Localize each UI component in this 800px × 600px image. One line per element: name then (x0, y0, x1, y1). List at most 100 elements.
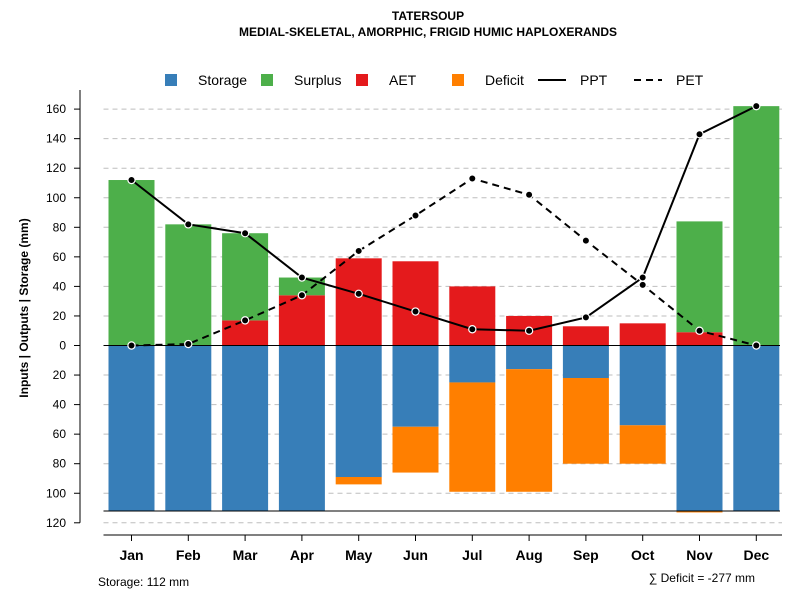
y-tick-label: 20 (53, 368, 67, 382)
pet-point (411, 211, 420, 220)
y-tick-label: 140 (46, 132, 66, 146)
x-tick-label-dec: Dec (743, 547, 769, 563)
pet-point (184, 339, 193, 349)
pet-point (297, 291, 307, 300)
x-tick-label-aug: Aug (515, 547, 542, 563)
bar-surplus (222, 233, 269, 321)
x-tick-label-jun: Jun (403, 547, 428, 563)
bar-storage (335, 345, 382, 477)
bar-storage (562, 345, 609, 379)
legend-label-surplus: Surplus (294, 72, 341, 88)
bar-aet (562, 326, 609, 346)
bar-aet (619, 323, 666, 346)
legend-label-pet: PET (676, 72, 704, 88)
x-tick-label-jul: Jul (462, 547, 482, 563)
bar-deficit (506, 369, 553, 492)
pet-line (131, 177, 757, 347)
y-tick-label: 80 (53, 457, 67, 471)
deficit-note: ∑ Deficit = -277 mm (649, 571, 755, 585)
bar-surplus (676, 221, 723, 333)
pet-point (127, 341, 136, 350)
x-tick-label-nov: Nov (686, 547, 713, 563)
legend-label-storage: Storage (198, 72, 247, 88)
bar-deficit (392, 426, 439, 473)
bar-surplus (165, 224, 212, 346)
x-tick-label-jan: Jan (119, 547, 143, 563)
ppt-point (297, 273, 307, 282)
x-tick-label-mar: Mar (233, 547, 258, 563)
bar-deficit (619, 425, 666, 464)
y-tick-label: 20 (53, 309, 67, 323)
bar-surplus (108, 180, 155, 346)
legend-swatch-deficit (452, 74, 464, 86)
pet-point (581, 236, 591, 245)
x-tick-label-apr: Apr (290, 547, 315, 563)
ppt-point (184, 220, 193, 229)
bar-aet (449, 286, 496, 346)
bar-storage (278, 345, 325, 511)
bar-storage (449, 345, 496, 383)
legend-swatch-surplus (261, 74, 273, 86)
ppt-point (638, 273, 647, 282)
pet-point (695, 326, 704, 335)
bar-storage (165, 345, 212, 511)
bar-deficit (449, 382, 496, 492)
chart-title: TATERSOUP (392, 9, 464, 23)
bar-surplus (733, 106, 780, 346)
bar-deficit (335, 476, 382, 485)
legend: Storage Surplus AET Deficit PPT PET (165, 72, 704, 88)
storage-note: Storage: 112 mm (98, 575, 189, 589)
y-tick-label: 160 (46, 102, 66, 116)
x-tick-label-oct: Oct (631, 547, 655, 563)
legend-swatch-aet (356, 74, 368, 86)
legend-label-deficit: Deficit (485, 72, 524, 88)
ppt-point (468, 325, 477, 334)
chart-subtitle: MEDIAL-SKELETAL, AMORPHIC, FRIGID HUMIC … (239, 25, 617, 39)
pet-point (752, 341, 761, 350)
pet-point (468, 174, 477, 183)
bar-storage (222, 345, 269, 511)
ppt-point (354, 289, 363, 298)
ppt-point (524, 326, 534, 335)
bar-surplus (278, 277, 325, 296)
bar-aet (278, 295, 325, 346)
pet-point (240, 316, 250, 325)
axes: 120 100 80 60 40 20 0 20 40 60 80 100 120 140 160 Jan Fe… (46, 90, 782, 563)
y-tick-label: 100 (46, 191, 66, 205)
ppt-point (752, 101, 761, 111)
y-tick-label: 60 (53, 427, 67, 441)
legend-swatch-storage (165, 74, 177, 86)
bar-aet (676, 332, 723, 346)
y-tick-label: 40 (53, 398, 67, 412)
x-tick-label-sep: Sep (573, 547, 599, 563)
legend-label-aet: AET (389, 72, 417, 88)
ppt-point (127, 175, 136, 185)
y-tick-label: 40 (53, 279, 67, 293)
bar-deficit (562, 378, 609, 464)
pet-point (354, 246, 363, 256)
bar-storage (108, 345, 155, 511)
pet-point (638, 280, 647, 290)
y-tick-label: 120 (46, 161, 66, 175)
x-tick-label-may: May (345, 547, 372, 563)
y-axis-label: Inputs | Outputs | Storage (mm) (17, 218, 31, 397)
bar-aet (392, 261, 439, 346)
ppt-point (240, 229, 250, 238)
y-tick-label: 80 (53, 220, 67, 234)
bar-aet (335, 258, 382, 346)
ppt-point (581, 313, 591, 322)
bar-storage (676, 345, 723, 511)
bar-storage (733, 345, 780, 511)
bar-storage (506, 345, 553, 370)
bars (103, 106, 780, 513)
bar-deficit (676, 510, 723, 513)
y-tick-label: 60 (53, 250, 67, 264)
bar-storage (619, 345, 666, 426)
pet-point (524, 190, 534, 199)
bar-storage (392, 345, 439, 427)
legend-label-ppt: PPT (580, 72, 608, 88)
y-tick-label: 100 (46, 486, 66, 500)
y-tick-label: 120 (46, 516, 66, 530)
series-lines (127, 101, 761, 350)
